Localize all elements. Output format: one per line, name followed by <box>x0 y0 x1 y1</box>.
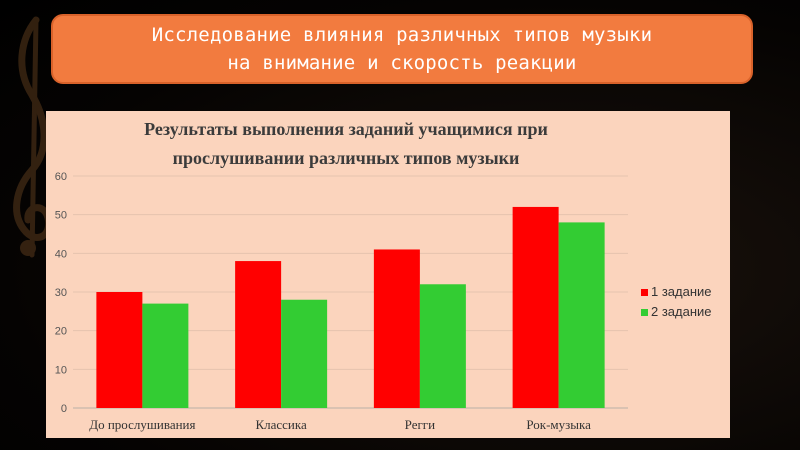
legend-label-1: 1 задание <box>651 284 712 299</box>
bar-series-2 <box>142 303 189 408</box>
bar-series-1 <box>512 206 559 408</box>
x-tick-label: До прослушивания <box>89 417 195 432</box>
chart-panel: Результаты выполнения заданий учащимися … <box>46 111 730 438</box>
x-tick-label: Регги <box>405 417 435 432</box>
bar-series-1 <box>373 249 420 408</box>
bar-series-2 <box>419 284 466 408</box>
legend-label-2: 2 задание <box>651 304 712 319</box>
bar-chart: Результаты выполнения заданий учащимися … <box>55 119 712 432</box>
y-tick-label: 20 <box>55 326 67 338</box>
y-tick-label: 30 <box>55 287 67 299</box>
x-axis: До прослушивания Классика Регги Рок-музыка <box>89 417 591 432</box>
bar-series-1 <box>235 261 282 408</box>
chart-title-line-1: Результаты выполнения заданий учащимися … <box>144 119 548 139</box>
y-tick-label: 60 <box>55 171 67 183</box>
bar-series-1 <box>96 292 143 408</box>
y-tick-label: 50 <box>55 210 67 222</box>
slide-title: Исследование влияния различных типов муз… <box>151 24 653 74</box>
legend-swatch-1 <box>641 289 648 296</box>
x-tick-label: Классика <box>255 417 307 432</box>
x-tick-label: Рок-музыка <box>526 417 591 432</box>
slide-title-box: Исследование влияния различных типов муз… <box>51 14 753 84</box>
bar-series-2 <box>281 299 328 408</box>
y-tick-label: 0 <box>61 403 67 415</box>
legend-swatch-2 <box>641 309 648 316</box>
chart-title-line-2: прослушивании различных типов музыки <box>173 148 520 168</box>
y-tick-label: 40 <box>55 248 67 260</box>
bar-series-2 <box>558 222 605 408</box>
y-tick-label: 10 <box>55 364 67 376</box>
y-axis: 0 10 20 30 40 50 60 <box>55 171 67 415</box>
legend: 1 задание 2 задание <box>641 284 712 319</box>
bars <box>96 206 605 408</box>
